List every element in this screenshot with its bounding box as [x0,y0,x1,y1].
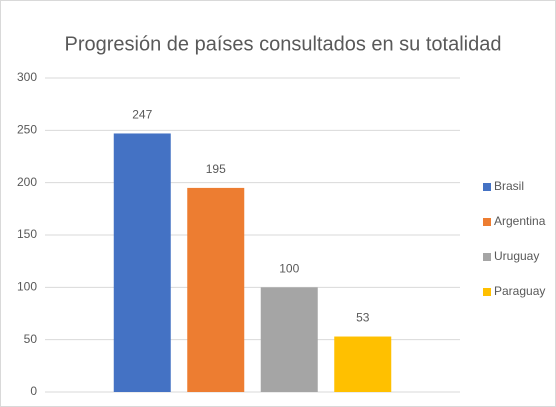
legend-swatch [483,253,491,261]
y-tick-label: 300 [17,70,37,84]
data-label: 195 [206,162,226,176]
legend-swatch [483,218,491,226]
bar [187,187,245,392]
data-label: 247 [132,108,152,122]
legend-label: Argentina [494,214,546,228]
chart-title: Progresión de países consultados en su t… [65,33,502,55]
legend-label: Brasil [494,179,524,193]
bar [113,133,171,392]
y-tick-label: 250 [17,123,37,137]
y-tick-label: 150 [17,227,37,241]
legend-label: Uruguay [494,249,539,263]
bar [334,336,392,392]
y-tick-label: 200 [17,175,37,189]
legend-label: Paraguay [494,284,545,298]
data-label: 53 [356,311,370,325]
y-tick-label: 0 [30,384,37,398]
legend-swatch [483,183,491,191]
data-label: 100 [279,262,299,276]
y-tick-label: 50 [24,332,38,346]
legend-swatch [483,288,491,296]
y-tick-label: 100 [17,280,37,294]
bar [260,287,318,392]
